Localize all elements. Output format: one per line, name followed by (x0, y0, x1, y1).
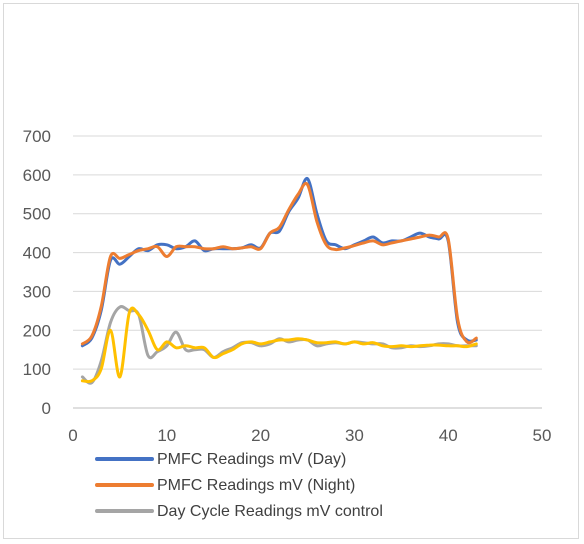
x-tick-labels: 0 10 20 30 40 50 (68, 426, 551, 445)
y-tick-label: 500 (23, 205, 51, 224)
gridlines (73, 135, 542, 370)
x-tick-label: 50 (533, 426, 552, 445)
y-tick-label: 600 (23, 166, 51, 185)
x-tick-label: 0 (68, 426, 77, 445)
series-lines (80, 177, 478, 385)
y-tick-labels: 0 100 200 300 400 500 600 700 (23, 127, 51, 418)
y-tick-label: 400 (23, 244, 51, 263)
x-tick-label: 20 (251, 426, 270, 445)
chart-frame (3, 3, 579, 539)
legend-label: PMFC Readings mV (Night) (157, 477, 355, 494)
x-tick-label: 40 (439, 426, 458, 445)
legend: PMFC Readings mV (Day) PMFC Readings mV (… (95, 451, 383, 520)
legend-label: Day Cycle Readings mV control (157, 503, 383, 520)
y-tick-label: 700 (23, 127, 51, 146)
x-tick-label: 30 (345, 426, 364, 445)
x-tick-label: 10 (157, 426, 176, 445)
y-tick-label: 200 (23, 321, 51, 340)
y-tick-label: 100 (23, 360, 51, 379)
series-line-1 (80, 177, 478, 348)
legend-label: PMFC Readings mV (Day) (157, 451, 346, 468)
y-tick-label: 0 (42, 399, 51, 418)
y-tick-label: 300 (23, 282, 51, 301)
series-line-4 (80, 306, 478, 384)
series-line-2 (80, 182, 478, 346)
